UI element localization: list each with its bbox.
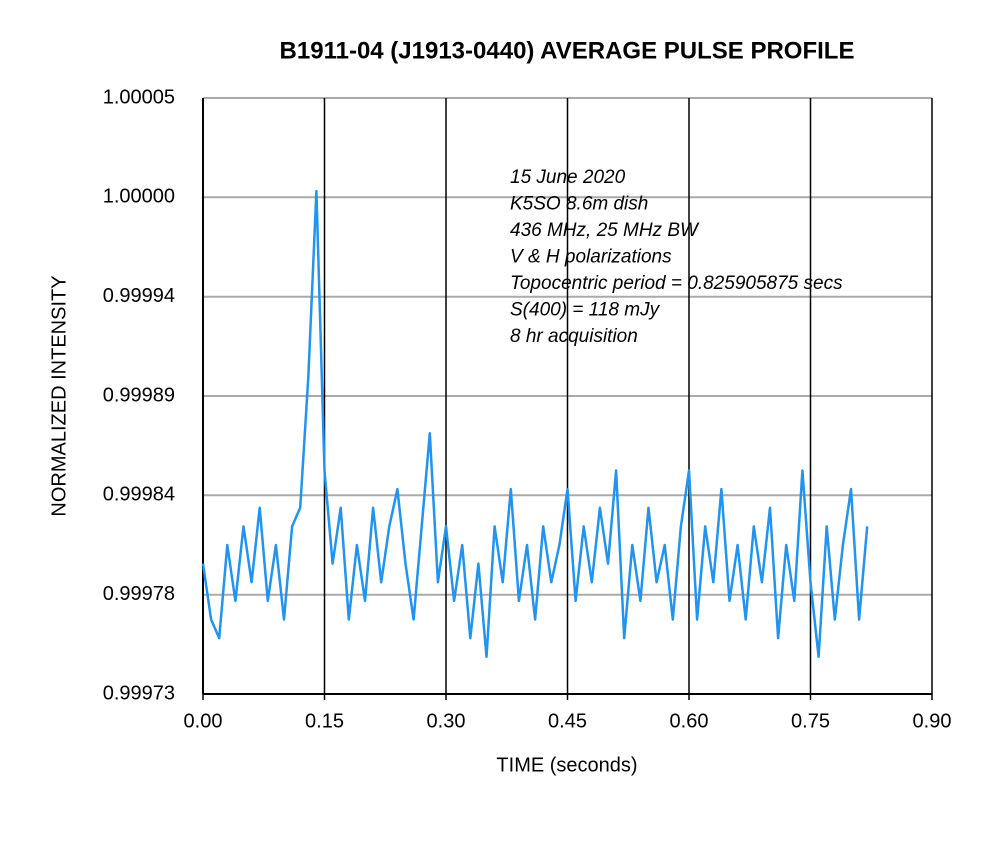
y-tick-label: 0.99973 [103, 682, 175, 704]
annotation: V & H polarizations [510, 247, 672, 268]
y-tick-label: 0.99984 [103, 484, 175, 506]
annotation: 436 MHz, 25 MHz BW [510, 220, 700, 241]
x-tick-label: 0.00 [184, 710, 223, 732]
x-tick-label: 0.60 [670, 710, 709, 732]
annotation: S(400) = 118 mJy [510, 300, 661, 321]
x-tick-label: 0.45 [548, 710, 587, 732]
chart-title: B1911-04 (J1913-0440) AVERAGE PULSE PROF… [280, 37, 855, 64]
x-tick-label: 0.90 [913, 710, 952, 732]
x-tick-label: 0.30 [427, 710, 466, 732]
y-tick-label: 1.00005 [103, 86, 175, 108]
y-tick-label: 0.99994 [103, 285, 175, 307]
annotation: K5SO 8.6m dish [510, 194, 648, 215]
y-axis-title: NORMALIZED INTENSITY [48, 275, 70, 516]
y-tick-label: 1.00000 [103, 186, 175, 208]
x-tick-label: 0.15 [305, 710, 344, 732]
x-axis-title: TIME (seconds) [496, 754, 637, 776]
annotation: Topocentric period = 0.825905875 secs [510, 273, 843, 294]
annotation: 15 June 2020 [510, 167, 626, 188]
y-tick-label: 0.99978 [103, 583, 175, 605]
y-tick-label: 0.99989 [103, 384, 175, 406]
annotation: 8 hr acquisition [510, 326, 638, 347]
data-line [201, 189, 869, 658]
x-tick-label: 0.75 [791, 710, 830, 732]
